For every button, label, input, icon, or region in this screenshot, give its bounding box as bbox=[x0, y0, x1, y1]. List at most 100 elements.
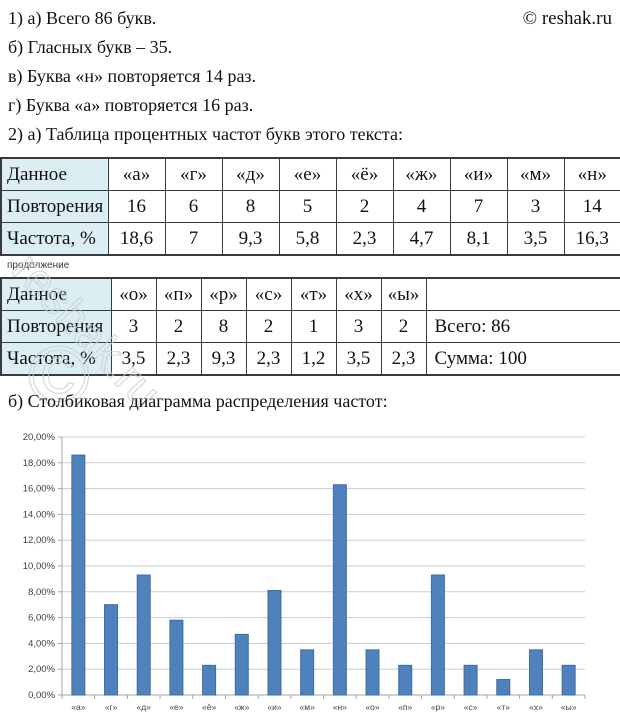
answer-line-4: г) Буква «а» повторяется 16 раз. bbox=[8, 95, 254, 115]
data-cell: 2 bbox=[245, 310, 292, 343]
chart-heading: б) Столбиковая диаграмма распределения ч… bbox=[8, 391, 388, 411]
data-cell: «а» bbox=[107, 157, 166, 191]
table-row: Повторения 16 6 8 5 2 4 7 3 14 bbox=[0, 190, 620, 223]
bar bbox=[169, 619, 184, 696]
data-cell: «г» bbox=[164, 157, 223, 191]
row-header-cell: Данное bbox=[0, 277, 112, 311]
bar bbox=[496, 679, 511, 696]
x-axis-label: «ё» bbox=[202, 702, 216, 712]
data-cell: «х» bbox=[335, 277, 382, 311]
answer-line-2: б) Гласных букв – 35. bbox=[8, 37, 173, 57]
table-row: Частота, % 3,5 2,3 9,3 2,3 1,2 3,5 2,3 Сумма: 10… bbox=[0, 342, 620, 376]
data-cell: 16,3 bbox=[563, 222, 620, 256]
continuation-label: продолжение bbox=[7, 260, 70, 271]
bar bbox=[398, 664, 413, 696]
x-axis-label: «т» bbox=[497, 702, 511, 712]
x-axis-label: «с» bbox=[464, 702, 478, 712]
data-cell: «ы» bbox=[380, 277, 427, 311]
bar bbox=[234, 633, 249, 696]
bar bbox=[430, 574, 445, 696]
data-cell: 2,3 bbox=[245, 342, 292, 376]
bar bbox=[136, 574, 151, 696]
y-axis-label: 4,00% bbox=[28, 638, 55, 649]
y-axis-label: 0,00% bbox=[28, 690, 55, 701]
data-cell: 3 bbox=[335, 310, 382, 343]
bar bbox=[300, 649, 315, 696]
bar bbox=[71, 454, 86, 696]
data-cell: 2 bbox=[380, 310, 427, 343]
row-header-cell: Данное bbox=[0, 157, 109, 191]
data-cell: 3,5 bbox=[335, 342, 382, 376]
data-cell: 18,6 bbox=[107, 222, 166, 256]
row-header-cell: Частота, % bbox=[0, 342, 112, 376]
row-header-cell: Повторения bbox=[0, 190, 109, 223]
answer-line-5: 2) а) Таблица процентных частот букв это… bbox=[8, 124, 403, 144]
copyright: © reshak.ru bbox=[522, 8, 612, 29]
x-axis-label: «г» bbox=[105, 702, 118, 712]
data-cell: 5,8 bbox=[278, 222, 337, 256]
y-axis-label: 20,00% bbox=[23, 432, 56, 443]
data-cell: 16 bbox=[107, 190, 166, 223]
data-cell: 2,3 bbox=[155, 342, 202, 376]
x-axis-label: «н» bbox=[333, 702, 347, 712]
data-cell: 4 bbox=[392, 190, 451, 223]
bar bbox=[202, 664, 217, 696]
data-cell: Всего: 86 bbox=[425, 310, 620, 343]
data-cell: «н» bbox=[563, 157, 620, 191]
x-axis-label: «х» bbox=[529, 702, 543, 712]
bar bbox=[463, 664, 478, 696]
table-row: Данное «а» «г» «д» «е» «ё» «ж» «и» «м» «н» bbox=[0, 157, 620, 191]
data-cell: 3 bbox=[110, 310, 157, 343]
data-cell: «т» bbox=[290, 277, 337, 311]
frequency-table-part2: Данное «о» «п» «р» «с» «т» «х» «ы» Повторения 3 2 8… bbox=[0, 277, 620, 376]
data-cell: «п» bbox=[155, 277, 202, 311]
data-cell: 9,3 bbox=[221, 222, 280, 256]
x-axis-label: «п» bbox=[398, 702, 412, 712]
data-cell: 1,2 bbox=[290, 342, 337, 376]
data-cell: «и» bbox=[449, 157, 508, 191]
bar bbox=[267, 590, 282, 696]
y-axis-label: 12,00% bbox=[23, 535, 56, 546]
table-row: Повторения 3 2 8 2 1 3 2 Всего: 86 bbox=[0, 310, 620, 343]
data-cell: 6 bbox=[164, 190, 223, 223]
x-axis-label: «о» bbox=[365, 702, 379, 712]
data-cell: «о» bbox=[110, 277, 157, 311]
data-cell: 5 bbox=[278, 190, 337, 223]
bar-chart: 0,00% 2,00% 4,00% 6,00% 8,00% 10,00% 12,00% 14,… bbox=[23, 432, 586, 712]
y-axis-label: 16,00% bbox=[23, 484, 56, 495]
x-axis-label: «ы» bbox=[561, 702, 577, 712]
y-axis-label: 2,00% bbox=[28, 664, 55, 675]
data-cell: Сумма: 100 bbox=[425, 342, 620, 376]
bar bbox=[528, 649, 543, 696]
y-axis-label: 18,00% bbox=[23, 458, 56, 469]
data-cell: 7 bbox=[449, 190, 508, 223]
data-cell: 3,5 bbox=[110, 342, 157, 376]
data-cell: 1 bbox=[290, 310, 337, 343]
data-cell: 3 bbox=[506, 190, 565, 223]
data-cell bbox=[425, 277, 620, 311]
data-cell: «е» bbox=[278, 157, 337, 191]
data-cell: 14 bbox=[563, 190, 620, 223]
x-axis-label: «ж» bbox=[234, 702, 249, 712]
data-cell: 3,5 bbox=[506, 222, 565, 256]
data-cell: «с» bbox=[245, 277, 292, 311]
bar bbox=[561, 664, 576, 696]
data-cell: 2,3 bbox=[380, 342, 427, 376]
data-cell: «ё» bbox=[335, 157, 394, 191]
x-axis-label: «р» bbox=[431, 702, 445, 712]
x-axis-label: «и» bbox=[267, 702, 281, 712]
x-axis-label: «а» bbox=[71, 702, 85, 712]
y-axis-label: 10,00% bbox=[23, 561, 56, 572]
y-axis-label: 6,00% bbox=[28, 613, 55, 624]
frequency-table-part1: Данное «а» «г» «д» «е» «ё» «ж» «и» «м» «н» Повторе… bbox=[0, 157, 620, 256]
table-row: Частота, % 18,6 7 9,3 5,8 2,3 4,7 8,1 3,5 16,3 bbox=[0, 222, 620, 256]
data-cell: «д» bbox=[221, 157, 280, 191]
y-axis-label: 14,00% bbox=[23, 509, 56, 520]
x-axis-label: «м» bbox=[300, 702, 316, 712]
data-cell: 2 bbox=[155, 310, 202, 343]
row-header-cell: Повторения bbox=[0, 310, 112, 343]
data-cell: 8 bbox=[200, 310, 247, 343]
y-axis-label: 8,00% bbox=[28, 587, 55, 598]
data-cell: 2 bbox=[335, 190, 394, 223]
